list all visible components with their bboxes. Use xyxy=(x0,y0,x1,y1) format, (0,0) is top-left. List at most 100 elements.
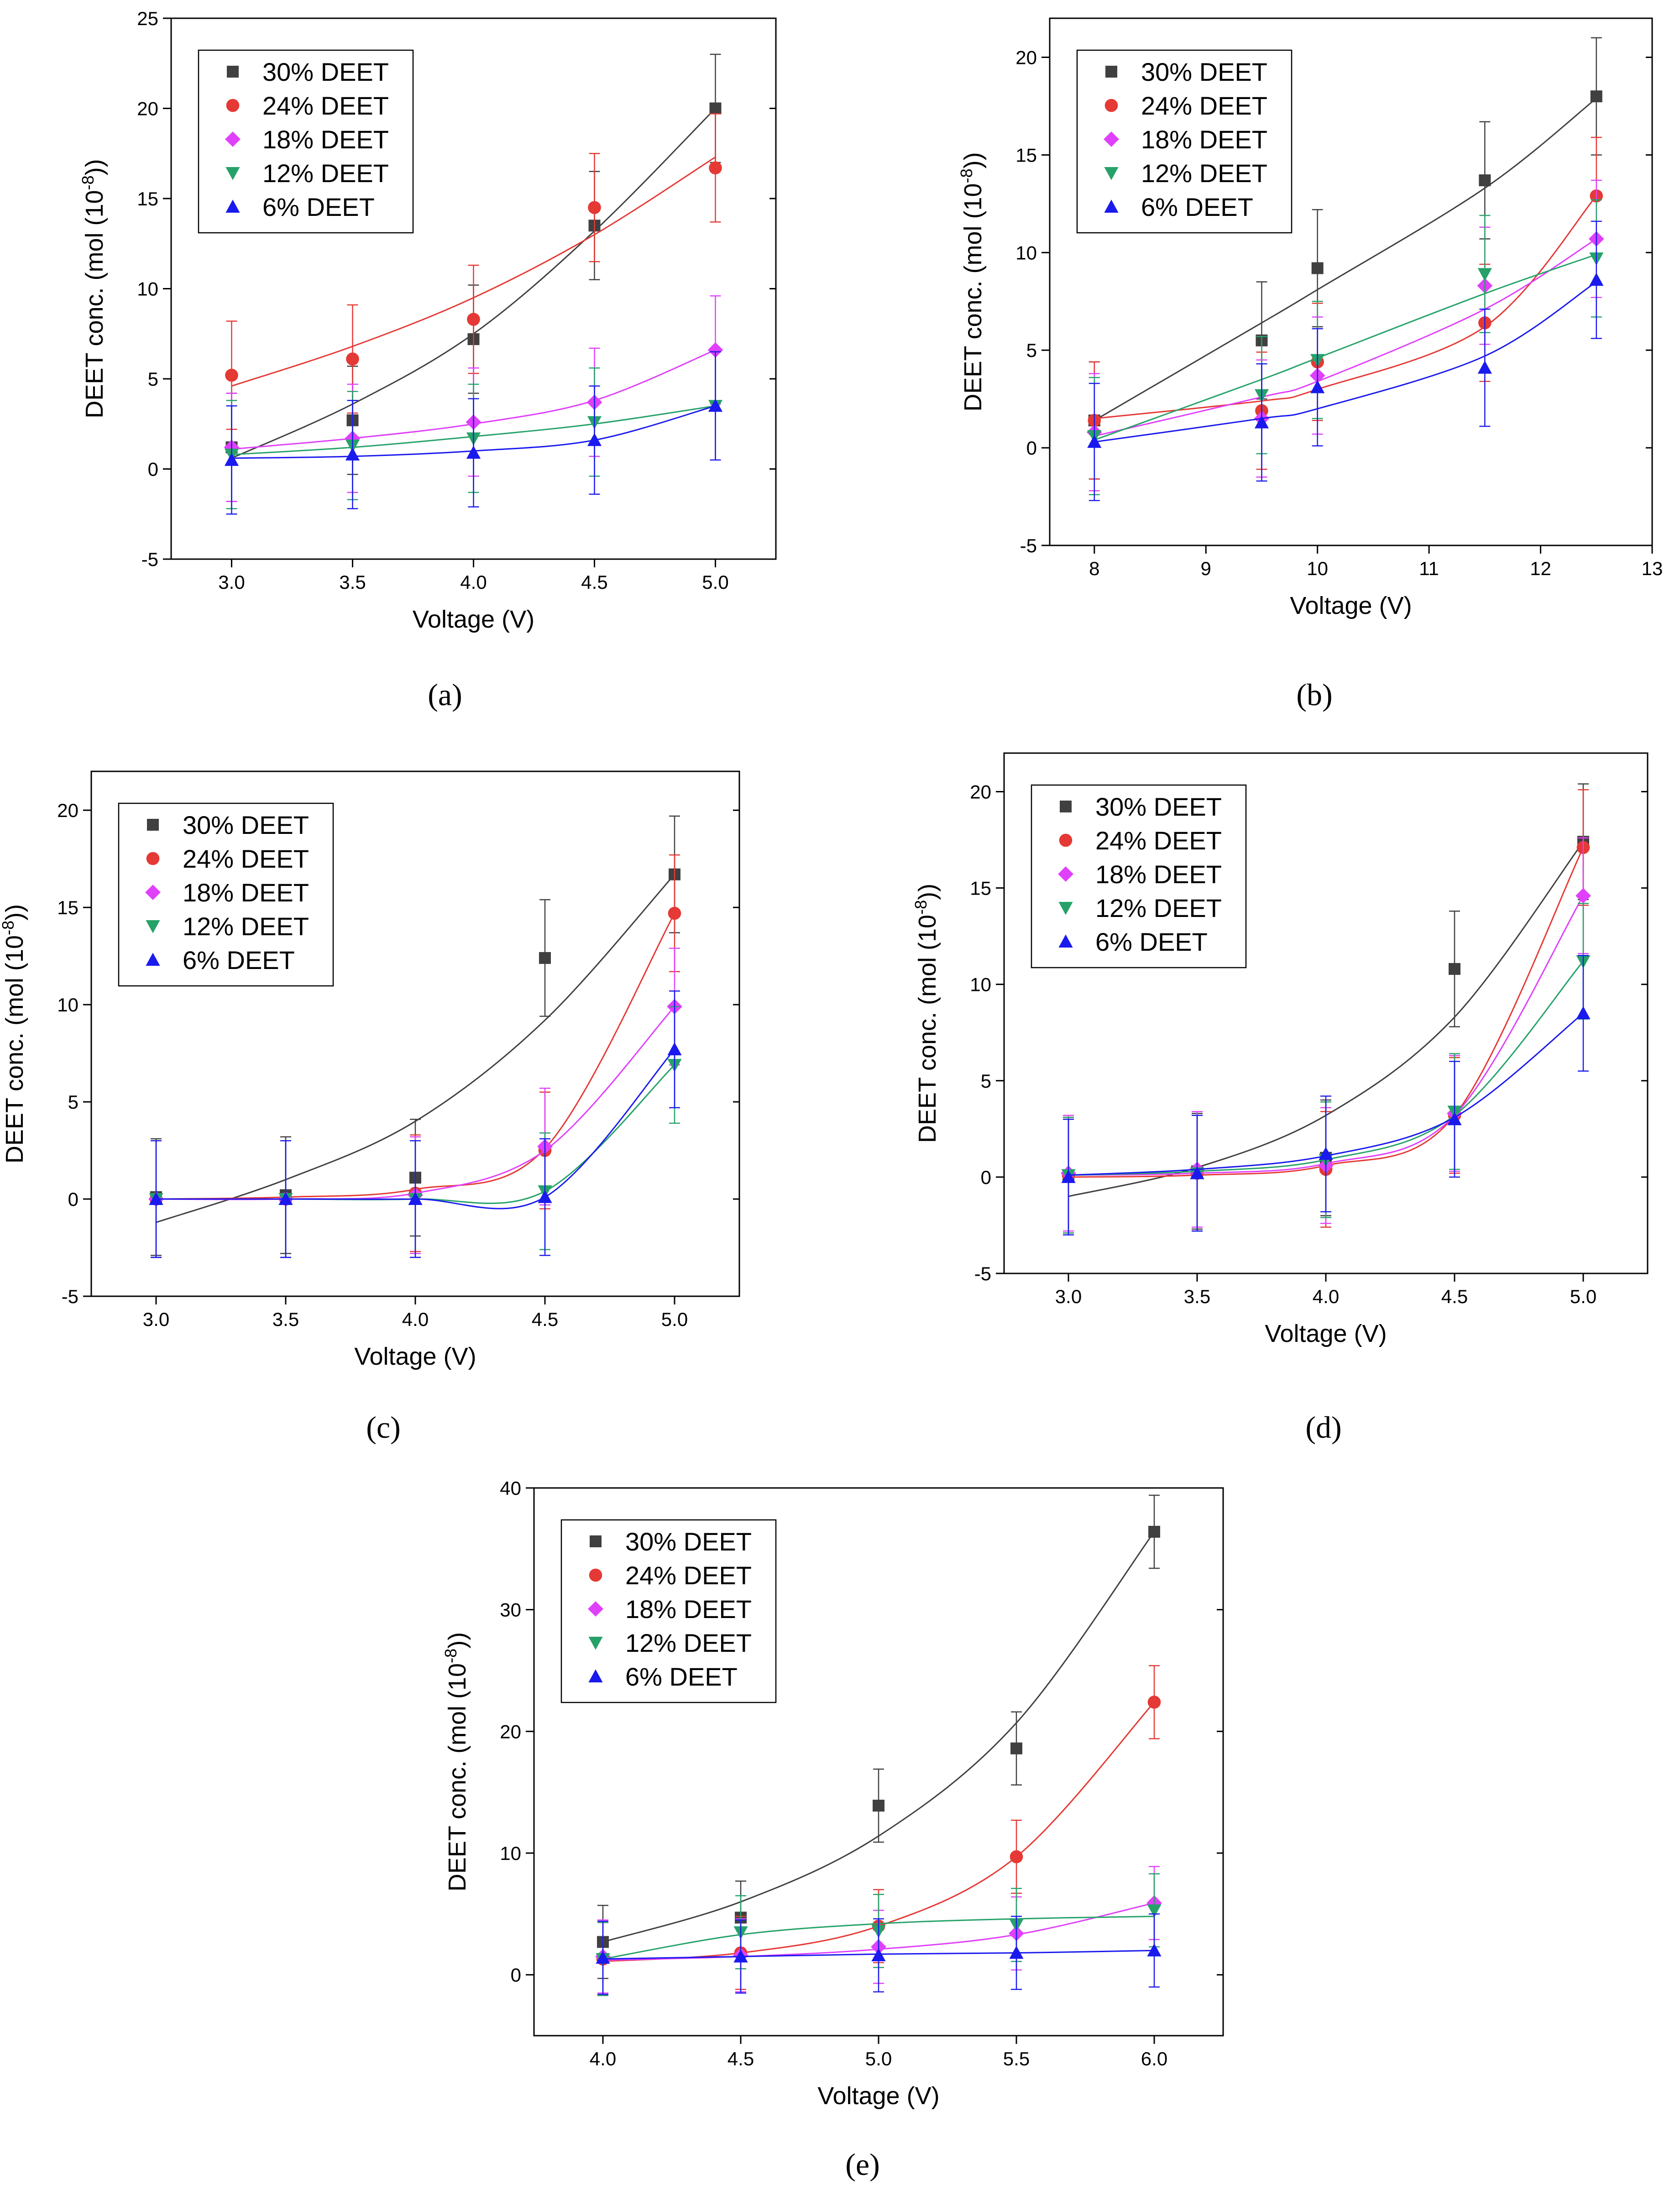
legend-label: 30% DEET xyxy=(1141,58,1267,86)
y-axis-title: DEET conc. (mol (10-8)) xyxy=(957,152,987,411)
x-axis-title: Voltage (V) xyxy=(1290,592,1412,619)
legend-label: 30% DEET xyxy=(625,1527,752,1556)
fit-curve xyxy=(1094,254,1597,441)
x-tick-label: 3.0 xyxy=(218,571,245,593)
y-tick-label: 5 xyxy=(981,1070,991,1092)
x-tick-label: 5.0 xyxy=(661,1309,688,1330)
y-tick-label: 5 xyxy=(148,368,158,390)
y-tick-label: 10 xyxy=(500,1843,521,1864)
fit-curve xyxy=(156,1049,675,1210)
chart-panel-d: 3.0 3.5 4.0 4.5 5.0 -5 0 5 10 15 20 Voltage (V) DEET… xyxy=(911,752,1649,1445)
legend-label: 12% DEET xyxy=(183,912,309,941)
legend-label: 6% DEET xyxy=(183,946,295,974)
y-tick-label: 40 xyxy=(500,1477,521,1499)
legend-label: 24% DEET xyxy=(183,844,309,873)
data-point xyxy=(596,1950,610,1964)
data-point xyxy=(1589,272,1604,286)
fit-curve xyxy=(1068,841,1584,1197)
legend-marker xyxy=(1060,801,1072,812)
y-tick-label: 0 xyxy=(148,459,158,480)
data-point xyxy=(1575,888,1591,904)
data-point xyxy=(346,352,359,366)
y-tick-label: -5 xyxy=(1020,535,1037,556)
data-point xyxy=(871,1948,886,1961)
x-axis-title: Voltage (V) xyxy=(817,2082,939,2110)
x-tick-label: 5.0 xyxy=(702,571,728,593)
data-point xyxy=(1477,361,1492,374)
legend-marker xyxy=(146,920,160,933)
legend-label: 6% DEET xyxy=(625,1662,738,1691)
legend-marker xyxy=(225,131,241,147)
y-tick-label: 0 xyxy=(981,1167,991,1188)
legend: 30% DEET 24% DEET 18% DEET 12% DEET 6% DEET xyxy=(1076,49,1293,234)
y-tick-label: -5 xyxy=(62,1286,79,1307)
data-point xyxy=(466,445,481,459)
x-tick-label: 3.5 xyxy=(339,571,366,593)
y-tick-label: 0 xyxy=(68,1189,79,1210)
data-point xyxy=(539,952,551,964)
legend-label: 24% DEET xyxy=(1095,826,1222,855)
data-point xyxy=(1147,1943,1162,1957)
x-tick-label: 3.0 xyxy=(143,1309,169,1330)
data-point xyxy=(224,453,239,466)
y-tick-label: 30 xyxy=(500,1599,521,1621)
y-tick-label: 10 xyxy=(970,974,991,995)
panel-label: (a) xyxy=(428,677,462,712)
fit-curve xyxy=(1068,847,1584,1178)
y-tick-label: 10 xyxy=(1015,242,1037,263)
chart-panel-b: 8 9 10 11 12 13 -5 0 5 10 15 20 Voltage (V) DEET conc… xyxy=(957,17,1663,712)
y-tick-label: 25 xyxy=(137,8,158,29)
chart-panel-c: 3.0 3.5 4.0 4.5 5.0 -5 0 5 10 15 20 Voltage (V) DEET… xyxy=(0,770,740,1445)
legend: 30% DEET 24% DEET 18% DEET 12% DEET 6% DEET xyxy=(1031,784,1247,969)
series-6pct xyxy=(149,990,682,1258)
legend-label: 30% DEET xyxy=(262,58,389,86)
x-tick-label: 4.0 xyxy=(590,2048,616,2069)
fit-curve xyxy=(602,1531,1155,1943)
legend-marker xyxy=(1105,66,1117,78)
y-tick-label: 15 xyxy=(1015,144,1037,166)
series-6pct xyxy=(596,1913,1162,1995)
data-point xyxy=(408,1192,423,1205)
data-point xyxy=(1148,1526,1160,1538)
y-tick-label: -5 xyxy=(974,1263,991,1284)
fit-curve xyxy=(1094,281,1597,443)
legend-marker xyxy=(588,1601,603,1617)
legend-marker xyxy=(225,167,240,180)
fit-curve xyxy=(1094,238,1597,437)
data-point xyxy=(1449,963,1460,975)
data-point xyxy=(1254,415,1269,429)
legend-label: 18% DEET xyxy=(625,1595,752,1624)
chart-panel-a: 3.0 3.5 4.0 4.5 5.0 -5 0 5 10 15 20 25 Voltage (V) DE… xyxy=(79,8,777,712)
legend-marker xyxy=(1104,131,1119,147)
data-point xyxy=(668,906,681,920)
x-tick-label: 4.5 xyxy=(532,1309,558,1330)
legend: 30% DEET 24% DEET 18% DEET 12% DEET 6% DEET xyxy=(118,802,334,987)
x-tick-label: 10 xyxy=(1307,558,1328,579)
y-tick-label: 0 xyxy=(511,1964,521,1986)
x-tick-label: 3.5 xyxy=(272,1309,299,1330)
legend-label: 12% DEET xyxy=(262,159,389,188)
legend-label: 6% DEET xyxy=(1095,927,1208,956)
fit-curve xyxy=(1068,895,1584,1176)
legend-marker xyxy=(1058,934,1073,948)
data-point xyxy=(1087,435,1102,448)
data-point xyxy=(667,1042,682,1056)
y-tick-label: 15 xyxy=(970,878,991,899)
series-12pct xyxy=(1087,199,1604,496)
legend-label: 24% DEET xyxy=(262,91,389,120)
legend: 30% DEET 24% DEET 18% DEET 12% DEET 6% DEET xyxy=(198,49,414,234)
data-point xyxy=(1010,1742,1022,1755)
data-point xyxy=(708,398,723,412)
data-point xyxy=(707,342,723,358)
fit-curve xyxy=(1068,1012,1584,1176)
panel-label: (b) xyxy=(1296,677,1332,712)
legend-label: 18% DEET xyxy=(1095,860,1222,889)
y-tick-label: 0 xyxy=(1026,437,1037,459)
data-point xyxy=(225,368,238,382)
y-tick-label: 20 xyxy=(970,781,991,802)
legend-label: 18% DEET xyxy=(183,878,309,907)
legend-marker xyxy=(1058,866,1073,882)
data-point xyxy=(1479,174,1491,187)
legend-label: 18% DEET xyxy=(262,125,389,154)
